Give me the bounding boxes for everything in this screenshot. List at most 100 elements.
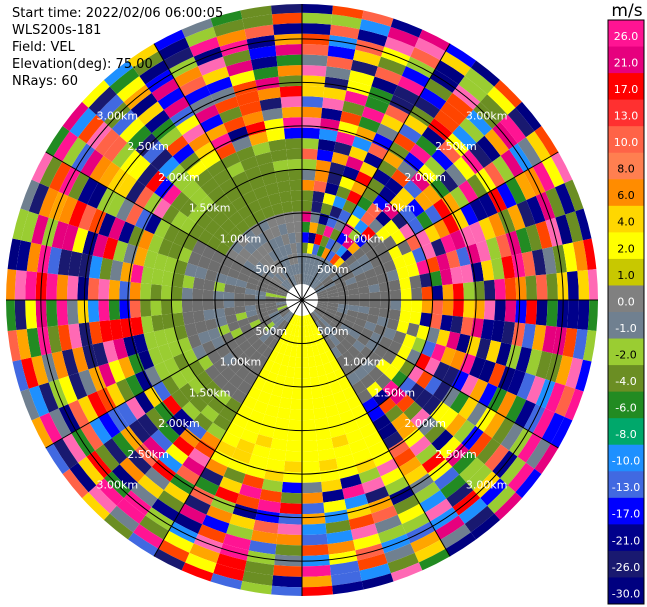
velocity-cell bbox=[263, 468, 284, 482]
velocity-cell bbox=[309, 254, 317, 266]
velocity-cell bbox=[388, 309, 401, 321]
velocity-cell bbox=[342, 100, 365, 117]
velocity-cell bbox=[414, 96, 441, 119]
velocity-cell bbox=[323, 278, 334, 287]
colorbar-tick: 1.0 bbox=[617, 269, 635, 282]
velocity-cell bbox=[255, 327, 268, 339]
velocity-cell bbox=[137, 101, 164, 126]
velocity-cell bbox=[221, 431, 241, 448]
velocity-cell bbox=[407, 365, 425, 383]
colorbar-tick: 0.0 bbox=[617, 295, 635, 308]
velocity-cell bbox=[249, 350, 263, 364]
velocity-cell bbox=[327, 302, 339, 308]
velocity-cell bbox=[134, 186, 155, 209]
velocity-cell bbox=[102, 237, 119, 260]
velocity-cell bbox=[348, 300, 360, 307]
velocity-cell bbox=[321, 107, 343, 122]
velocity-cell bbox=[399, 277, 412, 290]
velocity-cell bbox=[446, 482, 474, 508]
velocity-cell bbox=[480, 319, 495, 341]
velocity-cell bbox=[129, 281, 141, 300]
velocity-cell bbox=[270, 313, 281, 322]
velocity-cell bbox=[336, 327, 349, 339]
velocity-cell bbox=[255, 509, 280, 524]
velocity-cell bbox=[158, 451, 183, 474]
velocity-cell bbox=[295, 346, 302, 358]
velocity-cell bbox=[377, 422, 398, 441]
velocity-cell bbox=[277, 523, 302, 536]
velocity-cell bbox=[355, 126, 377, 143]
velocity-cell bbox=[378, 397, 397, 415]
velocity-cell bbox=[266, 305, 278, 312]
velocity-cell bbox=[322, 489, 345, 503]
velocity-cell bbox=[453, 156, 476, 181]
colorbar-tick: -6.0 bbox=[615, 402, 636, 415]
velocity-cell bbox=[77, 276, 90, 300]
velocity-cell bbox=[377, 56, 407, 76]
velocity-cell bbox=[415, 135, 439, 157]
velocity-cell bbox=[267, 324, 278, 335]
ring-label: 3.00km bbox=[97, 479, 139, 492]
velocity-cell bbox=[317, 297, 329, 300]
velocity-cell bbox=[228, 359, 243, 374]
velocity-cell bbox=[331, 272, 343, 282]
velocity-cell bbox=[393, 132, 416, 153]
velocity-cell bbox=[511, 253, 526, 278]
velocity-cell bbox=[401, 66, 430, 88]
velocity-cell bbox=[173, 353, 189, 371]
velocity-cell bbox=[501, 255, 515, 279]
velocity-cell bbox=[452, 450, 477, 475]
velocity-cell bbox=[307, 324, 314, 336]
velocity-cell bbox=[440, 474, 467, 499]
velocity-cell bbox=[335, 354, 349, 368]
ring-label: 3.00km bbox=[97, 109, 139, 122]
velocity-cell bbox=[255, 290, 267, 297]
velocity-cell bbox=[157, 238, 174, 257]
velocity-cell bbox=[316, 437, 334, 451]
colorbar-swatch bbox=[608, 258, 644, 286]
velocity-cell bbox=[305, 314, 311, 326]
velocity-cell bbox=[239, 266, 253, 277]
velocity-cell bbox=[517, 137, 542, 167]
velocity-cell bbox=[230, 240, 244, 254]
velocity-cell bbox=[266, 288, 278, 295]
velocity-cell bbox=[316, 342, 326, 355]
velocity-cell bbox=[225, 186, 242, 203]
velocity-cell bbox=[367, 352, 383, 367]
velocity-cell bbox=[410, 530, 441, 553]
velocity-cell bbox=[424, 224, 441, 243]
velocity-cell bbox=[390, 18, 423, 38]
velocity-cell bbox=[507, 204, 526, 231]
velocity-cell bbox=[210, 573, 243, 590]
velocity-cell bbox=[458, 180, 479, 204]
velocity-cell bbox=[212, 414, 232, 432]
velocity-cell bbox=[87, 182, 108, 209]
velocity-cell bbox=[316, 223, 327, 236]
velocity-cell bbox=[238, 339, 252, 353]
velocity-cell bbox=[291, 275, 298, 286]
velocity-cell bbox=[331, 318, 343, 328]
velocity-cell bbox=[290, 264, 297, 276]
velocity-cell bbox=[422, 184, 442, 205]
ring-label: 2.00km bbox=[404, 417, 446, 430]
ring-label: 2.00km bbox=[404, 171, 446, 184]
velocity-cell bbox=[504, 300, 517, 323]
velocity-cell bbox=[242, 14, 274, 30]
velocity-cell bbox=[108, 217, 126, 241]
velocity-cell bbox=[414, 37, 446, 61]
velocity-cell bbox=[302, 367, 311, 379]
velocity-cell bbox=[396, 239, 412, 256]
velocity-cell bbox=[62, 468, 89, 499]
velocity-cell bbox=[16, 328, 32, 360]
velocity-cell bbox=[302, 158, 317, 171]
velocity-cell bbox=[66, 300, 79, 325]
velocity-cell bbox=[348, 438, 368, 455]
colorbar-tick: 2.0 bbox=[617, 242, 635, 255]
velocity-cell bbox=[160, 300, 173, 315]
velocity-cell bbox=[249, 236, 263, 250]
velocity-cell bbox=[361, 226, 376, 241]
velocity-cell bbox=[320, 259, 330, 271]
velocity-cell bbox=[298, 325, 302, 337]
velocity-cell bbox=[78, 253, 93, 278]
velocity-cell bbox=[446, 331, 461, 351]
